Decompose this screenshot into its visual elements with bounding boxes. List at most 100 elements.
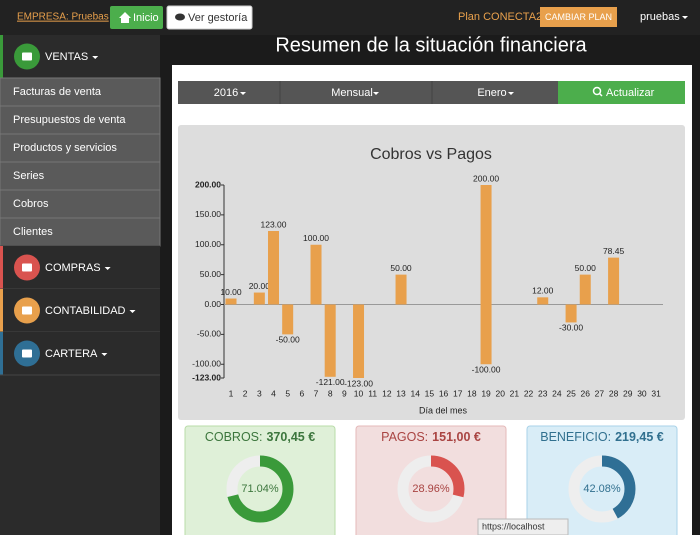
y-tick-label: -100.00 [192,359,221,369]
bar [608,257,620,305]
y-tick-label: -50.00 [197,329,221,339]
menu-item[interactable] [0,217,161,247]
donut-label: 42.08% [583,483,621,495]
bar [253,292,265,305]
card-amount: 219,45 € [615,430,664,444]
icon-glyph [22,349,32,358]
plan-label: Plan CONECTA2 [458,11,542,23]
value-label: 78.45 [603,246,625,256]
bar [353,304,365,378]
year-select[interactable]: 2016 [214,87,238,99]
caret [101,353,108,356]
advisor-button[interactable] [166,5,253,30]
value-label: -30.00 [559,323,583,333]
donut-label: 28.96% [412,483,450,495]
card-label: COBROS: [205,430,263,444]
x-tick-label: 4 [271,388,276,398]
change-plan-button[interactable] [540,7,617,27]
x-tick-label: 13 [396,388,406,398]
menu-item-label: Presupuestos de venta [13,114,126,126]
caret [129,310,136,313]
menu-item-label: Series [13,170,45,182]
user-menu[interactable]: pruebas [640,11,680,23]
value-label: 50.00 [575,263,597,273]
value-label: 100.00 [303,233,329,243]
section-label: CONTABILIDAD [45,305,126,317]
icon-glyph [22,306,32,315]
x-tick-label: 7 [314,388,319,398]
section-label: COMPRAS [45,262,101,274]
x-tick-label: 27 [595,388,605,398]
value-label: -50.00 [276,335,300,345]
card-label: BENEFICIO: [540,430,611,444]
home-button[interactable] [110,6,163,29]
home-icon [119,12,131,23]
bar [282,304,294,335]
bar [225,298,237,305]
value-label: 200.00 [473,173,499,183]
section-label: CARTERA [45,348,98,360]
card-amount: 151,00 € [432,430,481,444]
caret [682,16,688,19]
card-label: PAGOS: [381,430,428,444]
update-button[interactable] [558,81,685,104]
period-select[interactable]: Mensual [331,87,373,99]
card-title: BENEFICIO: 219,45 € [540,430,664,444]
x-tick-label: 12 [382,388,392,398]
y-tick-label: -123.00 [192,372,221,382]
x-tick-label: 19 [481,388,491,398]
menu-item-label: Clientes [13,226,53,238]
menu-item[interactable] [0,105,161,135]
bar [395,274,407,305]
x-tick-label: 5 [285,388,290,398]
icon-glyph [22,263,32,272]
x-tick-label: 3 [257,388,262,398]
search-icon [592,86,602,96]
x-tick-label: 6 [299,388,304,398]
page-title: Resumen de la situación financiera [275,34,587,56]
month-select[interactable]: Enero [477,87,506,99]
card-title: PAGOS: 151,00 € [381,430,481,444]
x-tick-label: 8 [328,388,333,398]
value-label: -121.00 [316,377,345,387]
bar [565,304,577,323]
value-label: -123.00 [344,378,373,388]
bar [324,304,336,377]
menu-item-label: Cobros [13,198,49,210]
caret [508,92,514,95]
chart: 200.00 150.00 100.00 50.00 0.00 -50.00 -100.00… [192,173,663,398]
caret [104,267,111,270]
company-link[interactable]: EMPRESA: Pruebas [17,12,109,23]
value-label: 20.00 [249,281,271,291]
x-tick-label: 26 [581,388,591,398]
caret [92,56,99,59]
summary-cards: COBROS: 370,45 € 71.04% PAGOS: 151,00 € 28.96… [184,425,678,535]
caret [240,92,246,95]
x-tick-label: 22 [524,388,534,398]
chart-panel [178,125,685,420]
summary-card [184,425,336,535]
update-label: Actualizar [606,87,655,99]
value-label: 10.00 [220,287,242,297]
card-title: COBROS: 370,45 € [205,430,315,444]
value-label: 50.00 [390,263,412,273]
card-amount: 370,45 € [266,430,315,444]
y-tick-label: 150.00 [195,209,221,219]
status-bar [477,518,569,535]
menu-item[interactable] [0,161,161,191]
x-tick-label: 11 [368,388,377,398]
section-label: VENTAS [45,51,88,63]
status-url: https://localhost [482,521,545,531]
summary-card [526,425,678,535]
section-accent [0,289,3,332]
bar [579,274,591,305]
sidebar-menu: VENTAS Facturas de venta Presupuestos de v… [0,35,161,376]
section-accent [0,332,3,375]
x-tick-label: 18 [467,388,477,398]
x-tick-label: 15 [425,388,435,398]
x-tick-label: 14 [410,388,420,398]
x-tick-label: 29 [623,388,633,398]
y-tick-label: 0.00 [204,299,221,309]
value-label: -100.00 [472,365,501,375]
